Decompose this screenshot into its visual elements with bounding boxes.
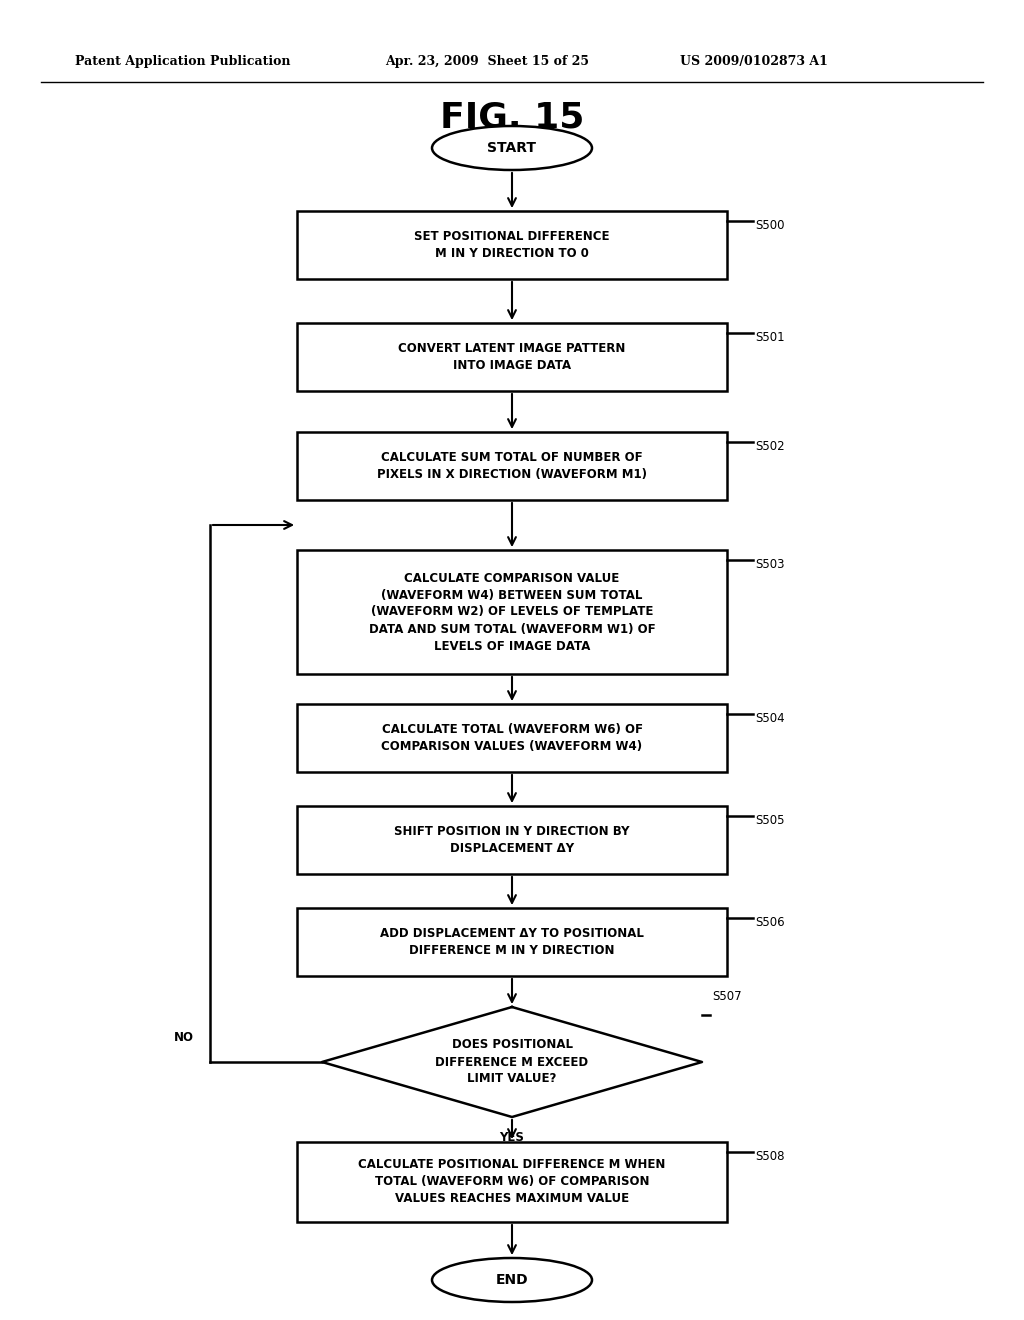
Text: ADD DISPLACEMENT ΔY TO POSITIONAL
DIFFERENCE M IN Y DIRECTION: ADD DISPLACEMENT ΔY TO POSITIONAL DIFFER… xyxy=(380,927,644,957)
Text: S502: S502 xyxy=(755,440,784,453)
Text: Patent Application Publication: Patent Application Publication xyxy=(75,55,291,69)
FancyBboxPatch shape xyxy=(297,908,727,975)
Text: CALCULATE TOTAL (WAVEFORM W6) OF
COMPARISON VALUES (WAVEFORM W4): CALCULATE TOTAL (WAVEFORM W6) OF COMPARI… xyxy=(381,723,643,752)
FancyBboxPatch shape xyxy=(297,211,727,279)
Ellipse shape xyxy=(432,125,592,170)
FancyBboxPatch shape xyxy=(297,1142,727,1222)
Text: S508: S508 xyxy=(755,1150,784,1163)
Text: NO: NO xyxy=(174,1031,194,1044)
Text: SHIFT POSITION IN Y DIRECTION BY
DISPLACEMENT ΔY: SHIFT POSITION IN Y DIRECTION BY DISPLAC… xyxy=(394,825,630,855)
Text: S507: S507 xyxy=(712,990,741,1003)
Text: S501: S501 xyxy=(755,331,784,345)
Text: Apr. 23, 2009  Sheet 15 of 25: Apr. 23, 2009 Sheet 15 of 25 xyxy=(385,55,589,69)
Text: S505: S505 xyxy=(755,814,784,828)
Text: CALCULATE COMPARISON VALUE
(WAVEFORM W4) BETWEEN SUM TOTAL
(WAVEFORM W2) OF LEVE: CALCULATE COMPARISON VALUE (WAVEFORM W4)… xyxy=(369,572,655,652)
Text: YES: YES xyxy=(500,1131,524,1144)
FancyBboxPatch shape xyxy=(297,550,727,675)
Text: DOES POSITIONAL
DIFFERENCE M EXCEED
LIMIT VALUE?: DOES POSITIONAL DIFFERENCE M EXCEED LIMI… xyxy=(435,1039,589,1085)
Text: SET POSITIONAL DIFFERENCE
M IN Y DIRECTION TO 0: SET POSITIONAL DIFFERENCE M IN Y DIRECTI… xyxy=(415,230,609,260)
Text: S504: S504 xyxy=(755,711,784,725)
Ellipse shape xyxy=(432,1258,592,1302)
FancyBboxPatch shape xyxy=(297,807,727,874)
Text: FIG. 15: FIG. 15 xyxy=(440,102,584,135)
FancyBboxPatch shape xyxy=(297,432,727,500)
Polygon shape xyxy=(322,1007,702,1117)
Text: CALCULATE SUM TOTAL OF NUMBER OF
PIXELS IN X DIRECTION (WAVEFORM M1): CALCULATE SUM TOTAL OF NUMBER OF PIXELS … xyxy=(377,451,647,480)
Text: END: END xyxy=(496,1272,528,1287)
Text: CONVERT LATENT IMAGE PATTERN
INTO IMAGE DATA: CONVERT LATENT IMAGE PATTERN INTO IMAGE … xyxy=(398,342,626,372)
FancyBboxPatch shape xyxy=(297,323,727,391)
Text: S500: S500 xyxy=(755,219,784,232)
Text: US 2009/0102873 A1: US 2009/0102873 A1 xyxy=(680,55,827,69)
Text: CALCULATE POSITIONAL DIFFERENCE M WHEN
TOTAL (WAVEFORM W6) OF COMPARISON
VALUES : CALCULATE POSITIONAL DIFFERENCE M WHEN T… xyxy=(358,1159,666,1205)
Text: S506: S506 xyxy=(755,916,784,929)
Text: START: START xyxy=(487,141,537,154)
FancyBboxPatch shape xyxy=(297,704,727,772)
Text: S503: S503 xyxy=(755,558,784,572)
